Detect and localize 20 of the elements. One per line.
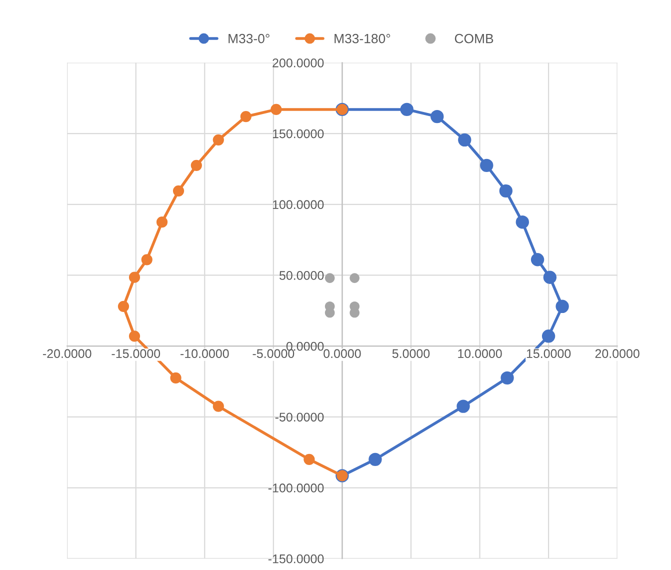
y-tick-label: -100.0000 [268,484,324,492]
x-tick-label: 5.0000 [392,349,430,358]
legend-label: M33-0° [228,34,270,44]
legend-label: COMB [454,34,494,44]
x-tick-label: -5.0000 [252,349,294,358]
y-tick-label: -150.0000 [268,554,324,564]
x-tick-label: 15.0000 [526,349,571,358]
x-tick-label: 10.0000 [458,349,502,358]
y-tick-label: 100.0000 [272,200,324,210]
y-tick-label: 150.0000 [272,129,324,138]
legend-label: M33-180° [334,34,390,44]
y-tick-label: 50.0000 [279,271,324,280]
y-tick-label: 200.0000 [272,58,324,68]
y-tick-label: 0.0000 [286,342,324,351]
x-tick-label: -10.0000 [180,349,229,358]
x-tick-label: -20.0000 [42,349,92,358]
x-tick-label: 0.0000 [324,349,361,358]
y-tick-label: -50.0000 [275,412,324,422]
x-tick-label: -15.0000 [112,349,160,358]
x-tick-label: 20.0000 [595,349,640,358]
